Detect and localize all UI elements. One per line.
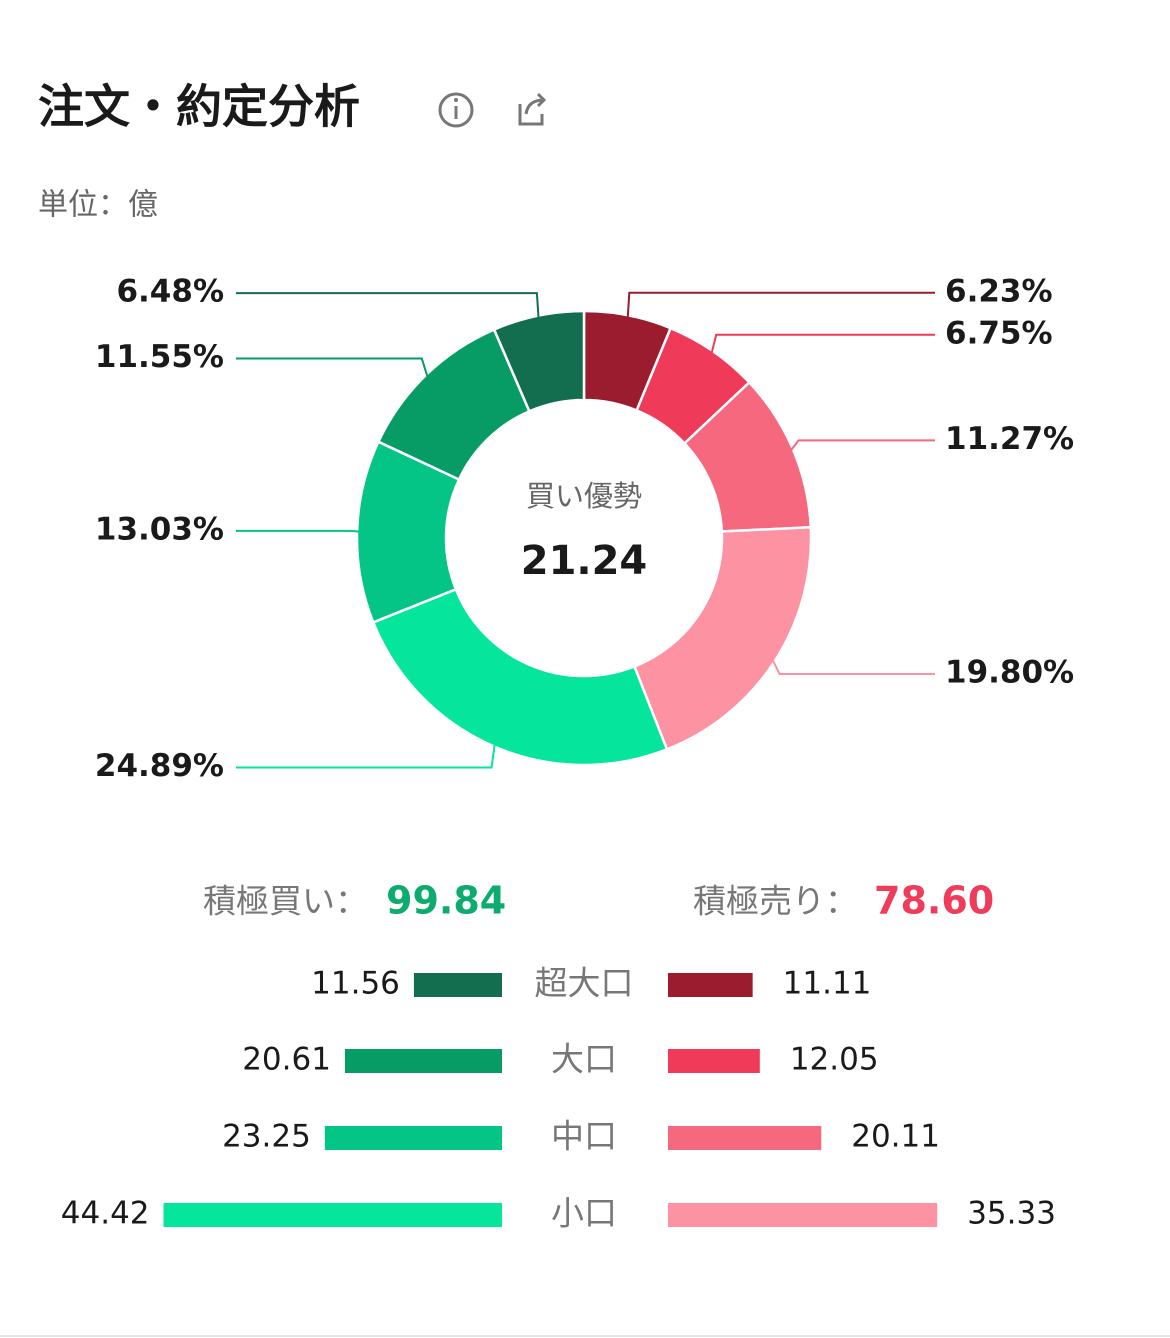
category-label: 超大口 bbox=[535, 964, 634, 1003]
donut-chart: 6.23% 6.75% 11.27% 19.80% 24.89% 13.03% 11.55%… bbox=[95, 273, 1074, 784]
title: 注文・約定分析 bbox=[38, 80, 360, 134]
bar-value: 11.11 bbox=[783, 966, 872, 1002]
share-icon[interactable] bbox=[518, 92, 547, 126]
donut-slice bbox=[371, 587, 669, 767]
slice-label: 13.03% bbox=[95, 511, 224, 547]
leader-line bbox=[236, 292, 540, 318]
category-label: 小口 bbox=[551, 1194, 617, 1233]
leader-line bbox=[236, 744, 496, 769]
slice-label: 11.55% bbox=[95, 339, 224, 375]
share-arrow bbox=[524, 92, 547, 115]
bar bbox=[324, 1126, 502, 1150]
total-value: 99.84 bbox=[386, 879, 506, 923]
slice-label: 6.75% bbox=[945, 315, 1053, 351]
slice-label: 11.27% bbox=[945, 421, 1074, 457]
donut-slice bbox=[492, 309, 586, 413]
bar bbox=[668, 1126, 822, 1150]
share-box bbox=[518, 104, 544, 126]
center-value: 21.24 bbox=[521, 538, 648, 584]
total-value: 78.60 bbox=[874, 879, 994, 923]
leader-line bbox=[771, 659, 935, 675]
total-name: 積極買い： bbox=[203, 882, 368, 921]
leader-line bbox=[790, 439, 935, 451]
category-label: 大口 bbox=[551, 1040, 617, 1079]
donut-slice bbox=[632, 525, 813, 751]
bar bbox=[344, 1049, 502, 1073]
bar-value: 20.11 bbox=[851, 1119, 940, 1155]
bar-value: 23.25 bbox=[222, 1119, 311, 1155]
slice-label: 6.48% bbox=[116, 274, 224, 310]
bar-value: 11.56 bbox=[311, 966, 400, 1002]
total-name: 積極売り： bbox=[693, 882, 858, 921]
leader-line bbox=[236, 529, 360, 533]
slice-label: 6.23% bbox=[945, 273, 1053, 309]
bar-value: 20.61 bbox=[242, 1042, 331, 1078]
leader-line bbox=[236, 357, 429, 377]
info-icon[interactable] bbox=[438, 92, 474, 128]
bar bbox=[163, 1203, 502, 1227]
info-dot bbox=[454, 98, 458, 102]
info-circle bbox=[438, 92, 474, 128]
bar bbox=[413, 973, 502, 997]
category-label: 中口 bbox=[551, 1117, 617, 1156]
slice-label: 24.89% bbox=[95, 748, 224, 784]
bar bbox=[668, 1049, 760, 1073]
bar-value: 44.42 bbox=[61, 1196, 150, 1232]
comparison-chart: 積極買い： 99.84 11.56 20.61 23.25 44.42 積極売り： 78.60… bbox=[61, 879, 1056, 1233]
unit-label: 単位：億 bbox=[38, 188, 158, 223]
bar bbox=[668, 973, 753, 997]
bar bbox=[668, 1203, 938, 1227]
slice-label: 19.80% bbox=[945, 654, 1074, 690]
bar-value: 35.33 bbox=[967, 1196, 1056, 1232]
center-label: 買い優勢 bbox=[526, 479, 642, 513]
leader-line bbox=[626, 291, 935, 318]
leader-line bbox=[710, 333, 935, 353]
bar-value: 12.05 bbox=[790, 1042, 879, 1078]
